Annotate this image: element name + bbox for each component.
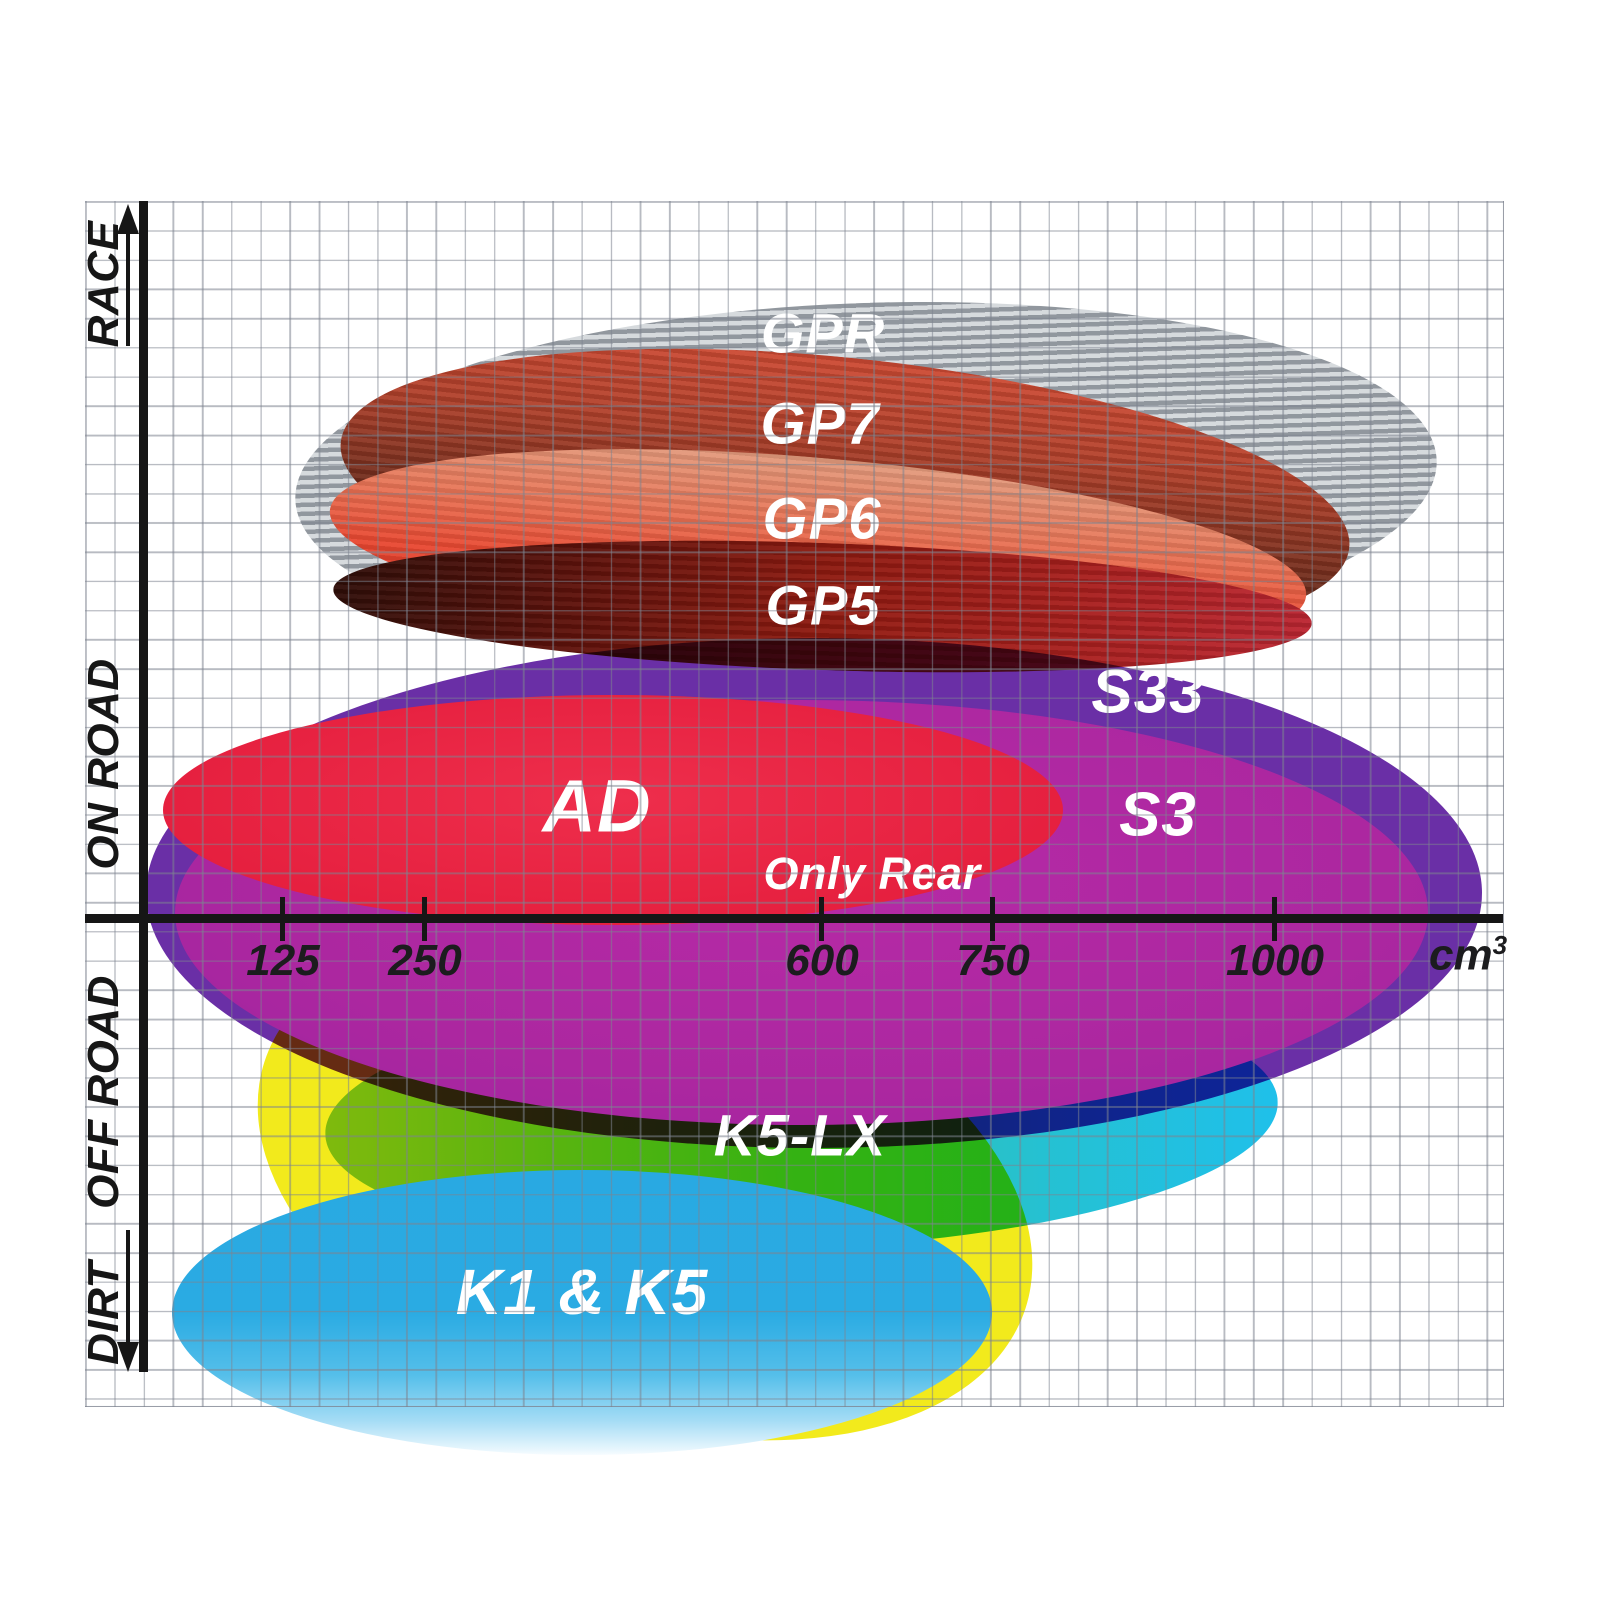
race-up-arrow-shaft — [126, 232, 130, 346]
y-category-off-road: OFF ROAD — [79, 975, 128, 1209]
x-tick-label-750: 750 — [956, 936, 1030, 985]
dirt-down-arrow-shaft — [126, 1230, 130, 1342]
x-tick-label-125: 125 — [246, 936, 320, 985]
series-label-gp6: GP6 — [762, 486, 882, 552]
y-axis-line — [139, 201, 148, 1372]
x-axis-unit: cm3 — [1429, 930, 1507, 981]
series-label-gp7: GP7 — [760, 391, 880, 457]
y-category-on-road: ON ROAD — [79, 658, 128, 870]
x-tick-label-250: 250 — [388, 936, 462, 985]
unit-cm: cm — [1428, 930, 1493, 980]
x-tick-label-600: 600 — [785, 936, 859, 985]
x-tick-125 — [280, 897, 285, 941]
series-label-gp5: GP5 — [765, 573, 881, 637]
series-label-s3: S3 — [1119, 780, 1197, 850]
x-tick-label-1000: 1000 — [1226, 936, 1324, 985]
series-label-s33: S33 — [1091, 657, 1205, 727]
series-label-k5lx: K5-LX — [713, 1103, 887, 1169]
dirt-down-arrow-icon — [117, 1342, 139, 1372]
x-tick-1000 — [1272, 897, 1277, 941]
series-label-k1k5: K1 & K5 — [455, 1256, 709, 1328]
x-tick-600 — [819, 897, 824, 941]
x-tick-750 — [990, 897, 995, 941]
race-up-arrow-icon — [117, 204, 139, 234]
annotation-only-rear: Only Rear — [763, 848, 981, 899]
y-category-race: RACE — [79, 220, 128, 348]
unit-exponent: 3 — [1492, 930, 1508, 960]
x-tick-250 — [422, 897, 427, 941]
series-label-ad: AD — [542, 764, 652, 848]
x-axis-line — [85, 914, 1503, 923]
series-label-gpr: GPR — [760, 301, 886, 365]
